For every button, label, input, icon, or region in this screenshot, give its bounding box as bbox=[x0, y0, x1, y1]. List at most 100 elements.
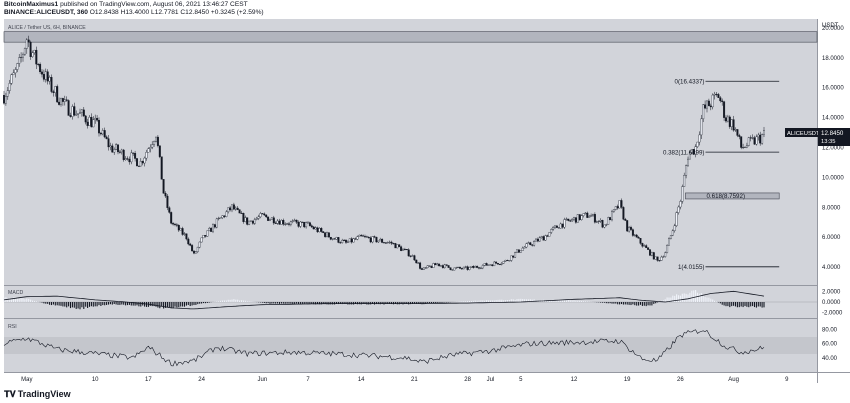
candle bbox=[538, 236, 541, 242]
candle bbox=[39, 62, 42, 75]
candle bbox=[86, 118, 89, 129]
candle bbox=[641, 242, 644, 248]
candle bbox=[637, 235, 640, 239]
candle bbox=[571, 217, 574, 223]
author-name[interactable]: BitcoinMaximus1 bbox=[4, 1, 59, 8]
candle bbox=[706, 100, 708, 113]
candle bbox=[649, 249, 651, 257]
candle bbox=[223, 215, 226, 219]
candle bbox=[251, 220, 254, 225]
publish-text: published on TradingView.com, August 06,… bbox=[60, 1, 248, 8]
rsi-indicator bbox=[3, 329, 765, 367]
last-price-symbol-bg bbox=[785, 128, 818, 137]
candle bbox=[88, 115, 91, 126]
candle bbox=[510, 255, 513, 262]
time-tick-label: 12 bbox=[571, 377, 578, 383]
macd-tick-label: -2.0000 bbox=[822, 311, 843, 317]
candle bbox=[107, 135, 110, 151]
candle bbox=[92, 116, 95, 128]
candle bbox=[740, 136, 743, 150]
candle bbox=[559, 222, 562, 229]
candle bbox=[231, 204, 233, 213]
candle bbox=[402, 248, 404, 251]
candle bbox=[364, 234, 366, 239]
candle bbox=[113, 147, 116, 155]
candle bbox=[229, 205, 232, 212]
candle bbox=[709, 103, 712, 111]
candle bbox=[721, 98, 724, 106]
candle bbox=[373, 235, 376, 239]
candle bbox=[217, 216, 220, 221]
publish-info: BitcoinMaximus1 published on TradingView… bbox=[4, 1, 248, 8]
candle bbox=[308, 221, 311, 227]
price-tick-label: 18.0000 bbox=[822, 56, 844, 62]
candle bbox=[428, 265, 431, 267]
candle bbox=[316, 226, 319, 233]
time-tick-label: 7 bbox=[306, 377, 310, 383]
candle bbox=[755, 134, 758, 146]
candle bbox=[10, 73, 13, 86]
candle bbox=[212, 223, 214, 234]
candle bbox=[175, 223, 178, 228]
candle bbox=[174, 222, 176, 227]
candle bbox=[462, 266, 465, 270]
candle bbox=[269, 218, 271, 222]
candle bbox=[544, 234, 547, 241]
candle bbox=[84, 115, 87, 125]
candle bbox=[358, 234, 361, 237]
candle bbox=[696, 141, 699, 149]
candle bbox=[177, 224, 180, 232]
candle bbox=[654, 256, 657, 260]
candle bbox=[512, 255, 515, 259]
candle bbox=[22, 52, 24, 62]
time-tick-label: May bbox=[21, 377, 32, 383]
candle bbox=[291, 219, 294, 224]
tradingview-logo[interactable]: 𝐓𝐕 TradingView bbox=[4, 389, 71, 400]
candle bbox=[717, 92, 720, 98]
fib-level-label: 0.382(11.6899) bbox=[663, 149, 705, 156]
macd-label: MACD bbox=[8, 290, 24, 296]
candle bbox=[620, 198, 623, 209]
candle bbox=[278, 218, 281, 225]
candle bbox=[360, 234, 363, 237]
price-tick-label: 10.0000 bbox=[822, 175, 844, 181]
candle bbox=[751, 134, 754, 140]
ohlc-h-label: H bbox=[120, 9, 126, 16]
candle bbox=[196, 246, 199, 254]
candle bbox=[457, 266, 460, 269]
candle bbox=[419, 261, 422, 270]
candle bbox=[415, 259, 418, 264]
candle bbox=[312, 225, 315, 230]
candle bbox=[546, 234, 549, 237]
candle bbox=[202, 235, 205, 239]
candle bbox=[403, 247, 406, 251]
candle bbox=[305, 221, 308, 229]
candle bbox=[147, 147, 150, 153]
candle bbox=[567, 218, 570, 222]
candle bbox=[605, 223, 608, 227]
candle bbox=[630, 225, 632, 231]
candle bbox=[73, 102, 76, 117]
candle bbox=[126, 156, 129, 161]
candle bbox=[98, 117, 100, 137]
candle bbox=[282, 218, 285, 226]
candle bbox=[597, 220, 600, 224]
candle bbox=[434, 262, 437, 266]
candle bbox=[120, 148, 123, 155]
candle bbox=[725, 115, 727, 123]
rsi-tick-label: 60.00 bbox=[822, 342, 838, 348]
candle bbox=[719, 96, 722, 103]
candle bbox=[162, 179, 165, 194]
candle bbox=[327, 232, 330, 238]
candle bbox=[136, 158, 138, 167]
candle bbox=[504, 259, 507, 262]
candle bbox=[299, 221, 302, 229]
candle bbox=[198, 241, 201, 249]
candle bbox=[168, 206, 171, 214]
candle bbox=[595, 220, 598, 223]
candle bbox=[601, 219, 604, 229]
candle bbox=[352, 237, 355, 243]
time-tick-label: 21 bbox=[411, 377, 418, 383]
candle bbox=[552, 225, 555, 231]
